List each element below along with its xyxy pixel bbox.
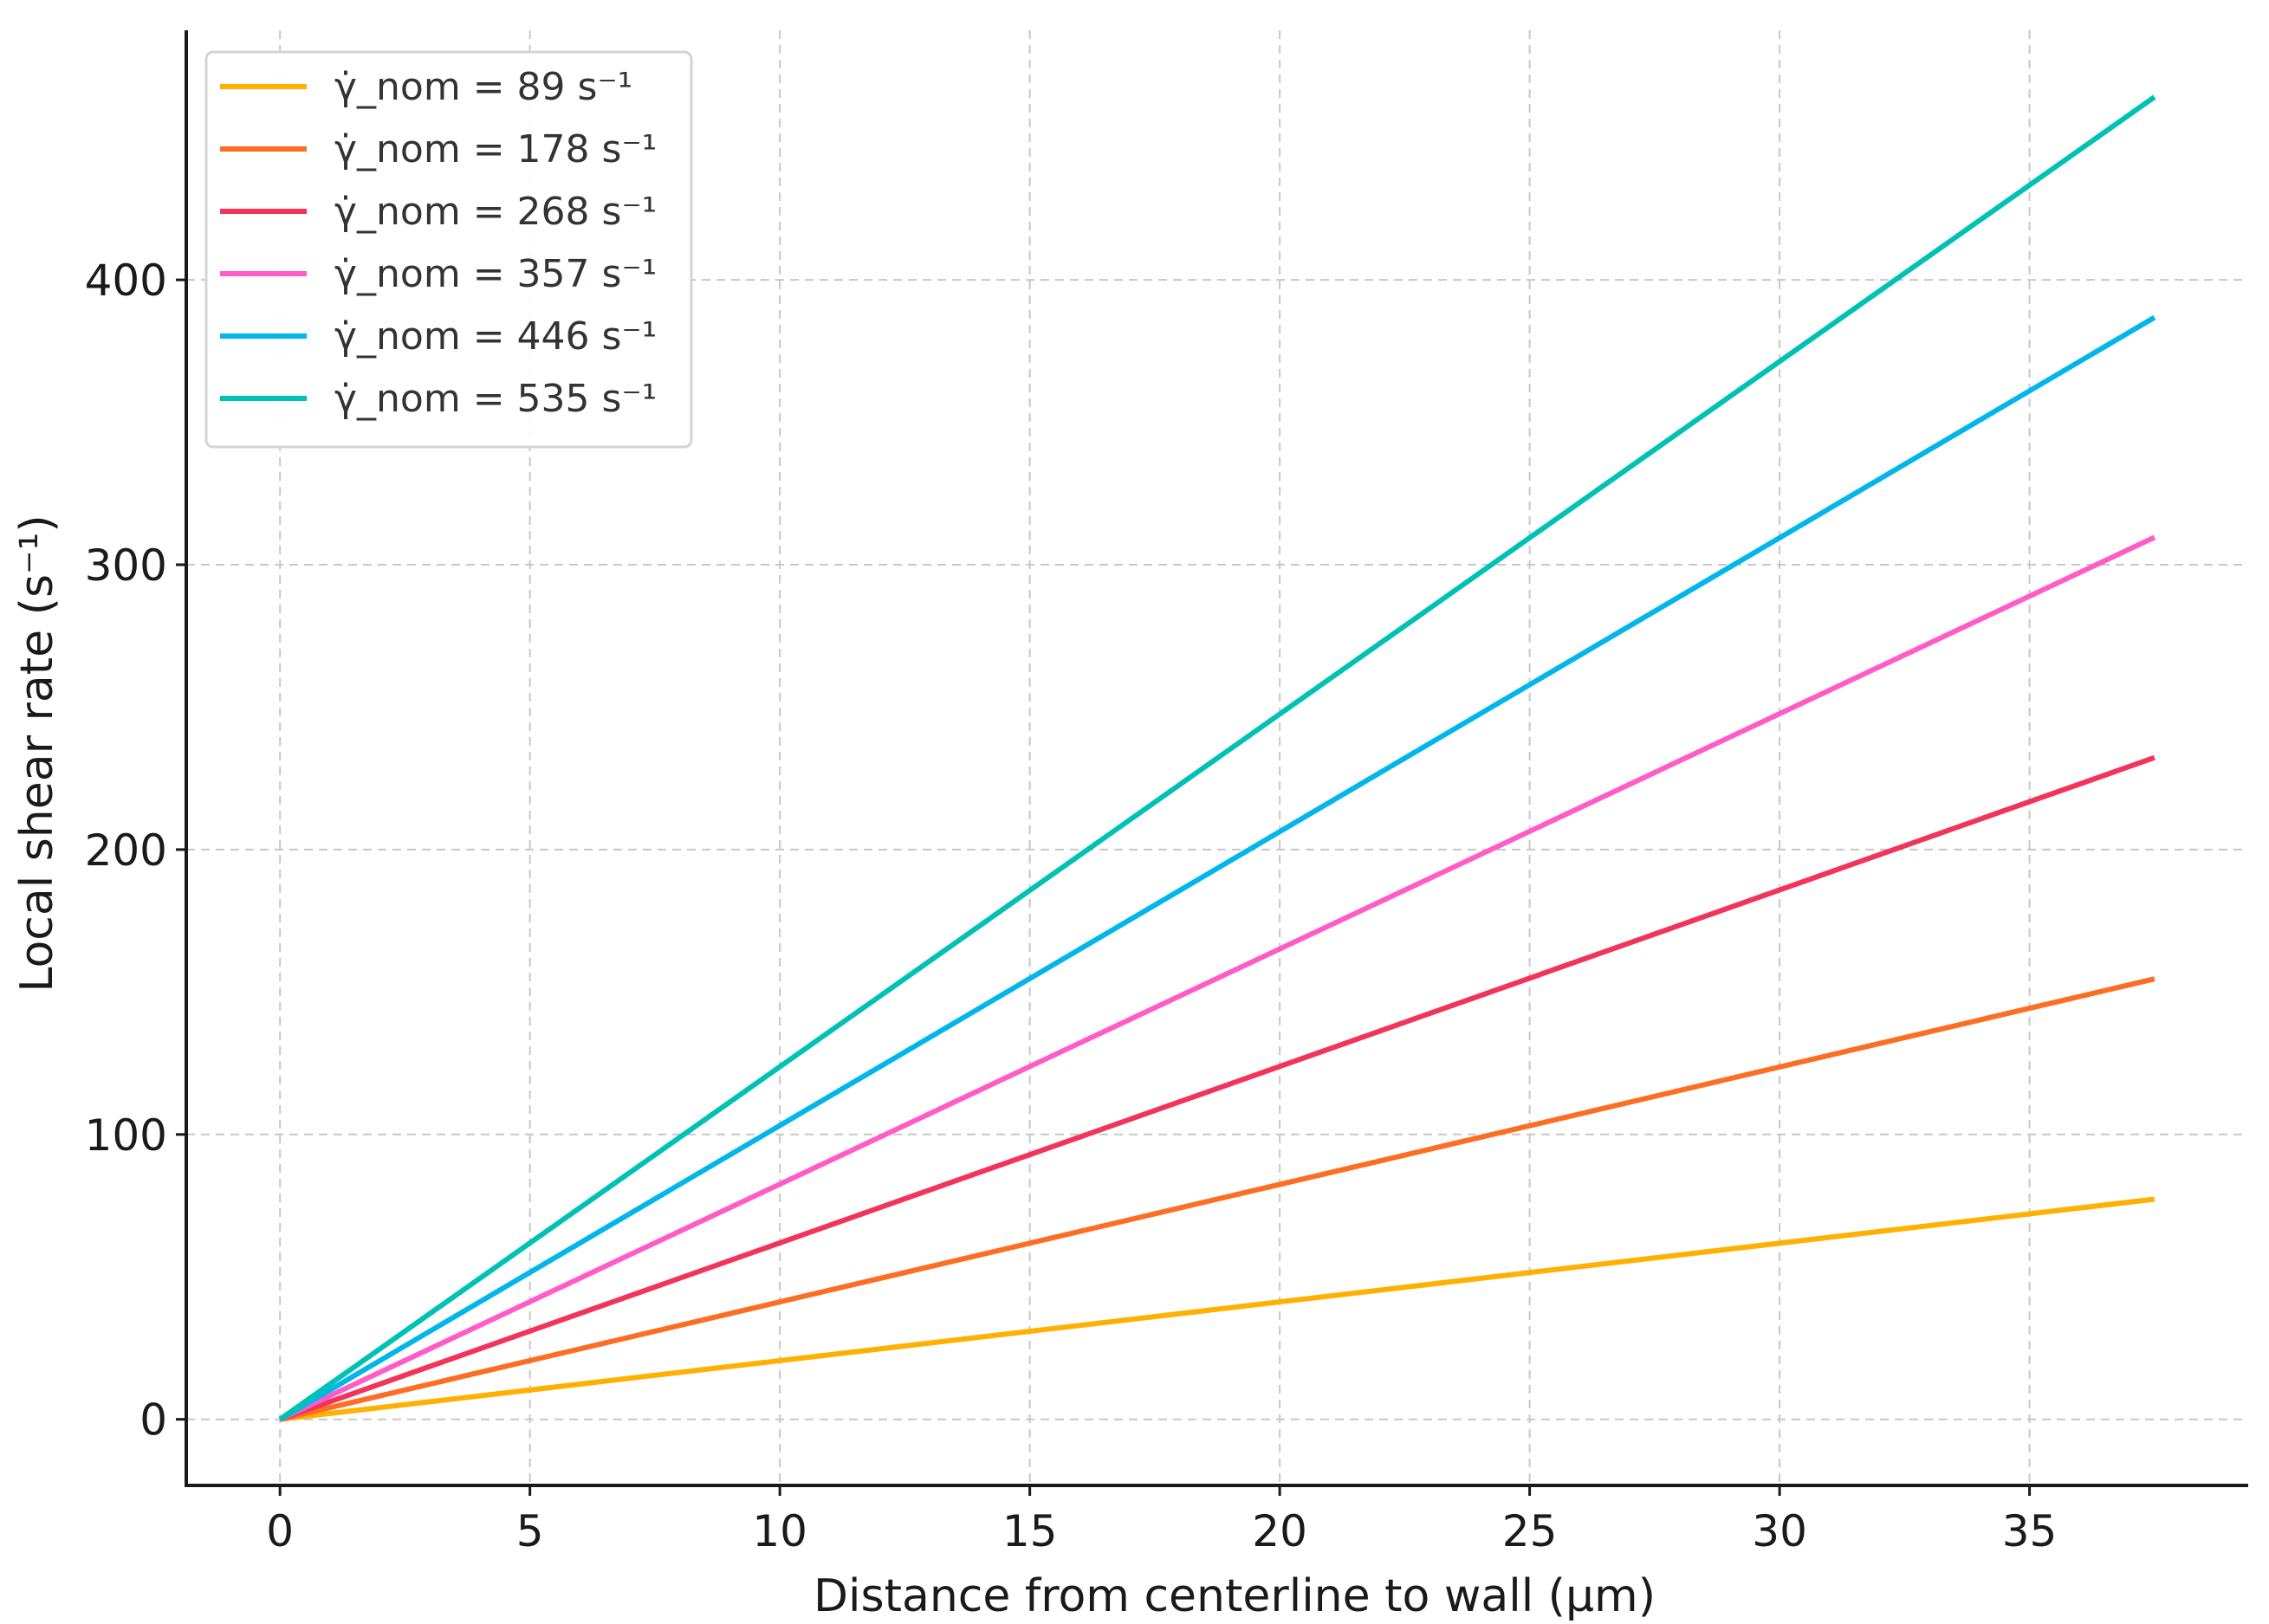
series-line-3 bbox=[278, 534, 2156, 1422]
series-lines bbox=[278, 94, 2156, 1422]
y-axis-label: Local shear rate (s⁻¹) bbox=[11, 514, 63, 992]
x-tick-label: 20 bbox=[1252, 1506, 1307, 1556]
y-tick-label: 400 bbox=[85, 256, 167, 306]
y-tick-label: 200 bbox=[85, 825, 167, 876]
tick-labels: 0 5 10 15 20 25 30 35 0 100 200 300 400 bbox=[85, 256, 2058, 1556]
legend-label-3: γ̇_nom = 357 s⁻¹ bbox=[334, 252, 657, 296]
x-tick-label: 30 bbox=[1752, 1506, 1807, 1556]
legend-label-4: γ̇_nom = 446 s⁻¹ bbox=[334, 314, 657, 359]
legend-label-2: γ̇_nom = 268 s⁻¹ bbox=[334, 190, 657, 234]
legend-label-5: γ̇_nom = 535 s⁻¹ bbox=[334, 377, 657, 421]
axes bbox=[176, 30, 2248, 1496]
series-line-5 bbox=[278, 94, 2156, 1422]
y-tick-label: 300 bbox=[85, 540, 167, 591]
legend-label-1: γ̇_nom = 178 s⁻¹ bbox=[334, 127, 657, 171]
grid bbox=[186, 30, 2248, 1485]
x-tick-label: 15 bbox=[1002, 1506, 1058, 1556]
series-line-4 bbox=[278, 314, 2156, 1422]
legend-frame bbox=[204, 50, 693, 449]
x-tick-label: 5 bbox=[516, 1506, 544, 1556]
x-tick-label: 35 bbox=[2002, 1506, 2058, 1556]
legend: γ̇_nom = 89 s⁻¹ γ̇_nom = 178 s⁻¹ γ̇_nom = … bbox=[204, 50, 693, 449]
x-axis-label: Distance from centerline to wall (μm) bbox=[814, 1570, 1656, 1622]
series-line-2 bbox=[279, 754, 2156, 1422]
y-tick-label: 0 bbox=[139, 1395, 167, 1446]
legend-label-0: γ̇_nom = 89 s⁻¹ bbox=[334, 65, 632, 109]
x-tick-label: 0 bbox=[266, 1506, 294, 1556]
series-line-0 bbox=[279, 1196, 2156, 1422]
series-line-1 bbox=[279, 976, 2156, 1422]
x-tick-label: 10 bbox=[752, 1506, 807, 1556]
y-tick-label: 100 bbox=[85, 1110, 167, 1161]
x-tick-label: 25 bbox=[1502, 1506, 1558, 1556]
